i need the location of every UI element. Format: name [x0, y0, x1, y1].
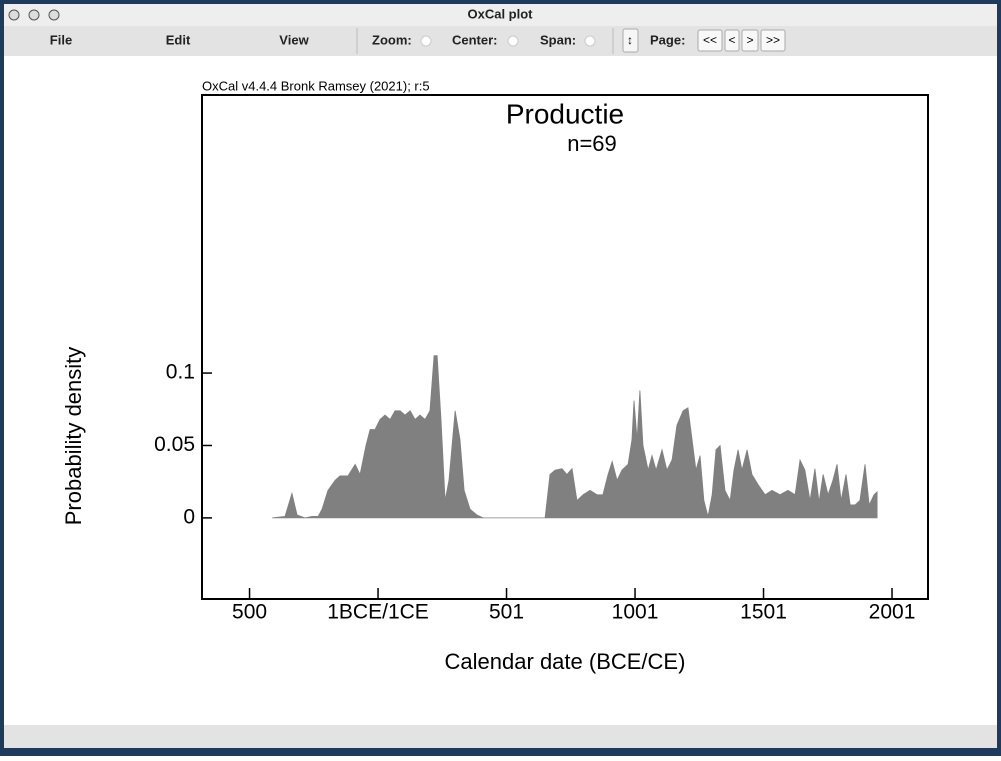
plot-frame [201, 94, 929, 600]
menu-item[interactable]: File [50, 32, 72, 47]
x-tick-label: 501 [489, 601, 524, 624]
page-button[interactable] [760, 29, 786, 52]
page-button-label[interactable]: > [746, 33, 753, 47]
span-label: Span: [540, 32, 576, 47]
page-button-label[interactable]: << [703, 33, 717, 47]
zoom-radio[interactable] [420, 35, 432, 47]
annotation: OxCal v4.4.4 Bronk Ramsey (2021); r:5 [202, 78, 430, 93]
resize-button[interactable] [622, 28, 639, 53]
span-radio[interactable] [584, 35, 596, 47]
page-button[interactable] [741, 29, 759, 52]
y-axis-label: Probability density [61, 347, 86, 526]
density-area [272, 355, 878, 519]
x-tick-label: 1501 [740, 601, 787, 624]
x-tick-label: 2001 [869, 601, 916, 624]
y-tick-label: 0.1 [166, 361, 195, 384]
chart-title: Productie [506, 98, 624, 129]
window-title: OxCal plot [467, 6, 533, 21]
page-buttons[interactable]: << < > >> [697, 29, 786, 52]
window-body [4, 4, 997, 748]
title-bar [4, 4, 997, 26]
page-button-label[interactable]: >> [766, 33, 780, 47]
menu-item[interactable]: View [279, 32, 309, 47]
x-axis-label: Calendar date (BCE/CE) [445, 649, 686, 674]
window-controls[interactable] [8, 9, 60, 21]
x-tick-label: 1001 [612, 601, 659, 624]
y-tick-label: 0.05 [154, 433, 195, 456]
center-radio[interactable] [507, 35, 519, 47]
menu-item[interactable]: Edit [166, 32, 191, 47]
chart-subtitle: n=69 [567, 131, 617, 156]
status-bar [4, 725, 997, 748]
resize-icon: ↕ [627, 33, 633, 47]
maximize-button[interactable] [48, 9, 60, 21]
menu-bar [4, 26, 997, 56]
y-tick-label: 0 [183, 505, 195, 528]
zoom-label: Zoom: [372, 32, 412, 47]
x-tick-label: 500 [232, 601, 267, 624]
x-tick-label: 1BCE/1CE [327, 601, 429, 624]
close-button[interactable] [8, 9, 20, 21]
page-button[interactable] [724, 29, 740, 52]
page-button[interactable] [697, 29, 723, 52]
page-label: Page: [650, 32, 685, 47]
minimize-button[interactable] [28, 9, 40, 21]
page-button-label[interactable]: < [728, 33, 735, 47]
center-label: Center: [452, 32, 498, 47]
